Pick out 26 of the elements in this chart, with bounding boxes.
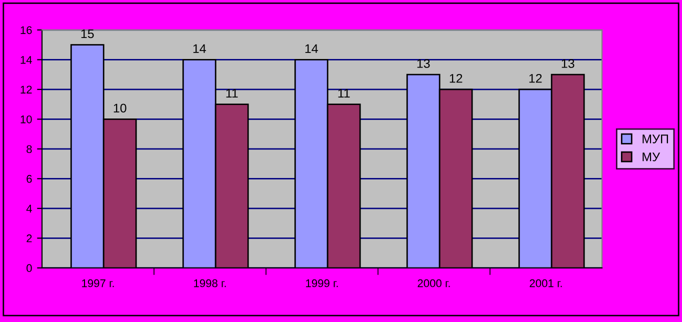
data-label: 13	[417, 59, 430, 68]
data-label: 13	[562, 59, 574, 68]
data-label: 12	[529, 74, 542, 83]
y-tick-label: 10	[20, 115, 32, 124]
y-tick-label: 8	[26, 145, 32, 154]
x-tick-label: 1997 г.	[82, 279, 114, 288]
y-tick-label: 16	[20, 26, 32, 34]
y-tick-label: 4	[26, 204, 32, 212]
data-label: 14	[305, 44, 318, 53]
data-label: 14	[193, 44, 206, 53]
data-label: 11	[226, 88, 238, 98]
x-tick-label: 1998 г.	[194, 279, 226, 288]
y-tick-label: 14	[20, 56, 32, 64]
data-label: 15	[81, 29, 94, 38]
data-label: 12	[450, 74, 462, 83]
legend-label: МУ	[642, 152, 660, 162]
data-label: 10	[114, 104, 126, 113]
y-tick-label: 0	[26, 264, 32, 272]
x-tick-label: 2000 г.	[418, 279, 450, 288]
y-tick-label: 2	[26, 234, 32, 242]
y-tick-label: 12	[20, 86, 32, 94]
legend-label: МУП	[642, 134, 668, 144]
x-tick-label: 2001 г.	[530, 279, 562, 288]
x-tick-label: 1999 г.	[306, 279, 338, 288]
y-tick-label: 6	[26, 174, 32, 183]
data-label: 11	[338, 88, 350, 98]
